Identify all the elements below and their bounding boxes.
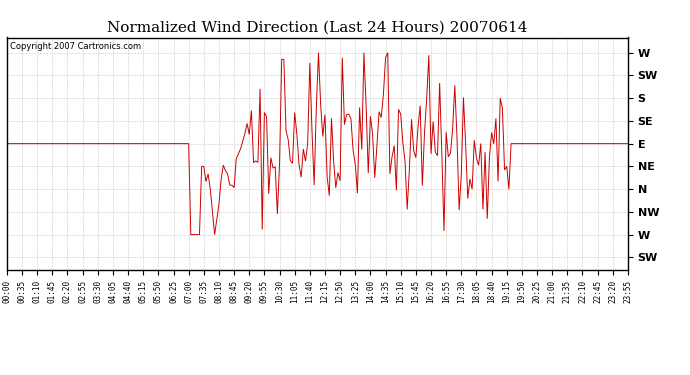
Text: Copyright 2007 Cartronics.com: Copyright 2007 Cartronics.com — [10, 42, 141, 51]
Title: Normalized Wind Direction (Last 24 Hours) 20070614: Normalized Wind Direction (Last 24 Hours… — [107, 21, 528, 35]
